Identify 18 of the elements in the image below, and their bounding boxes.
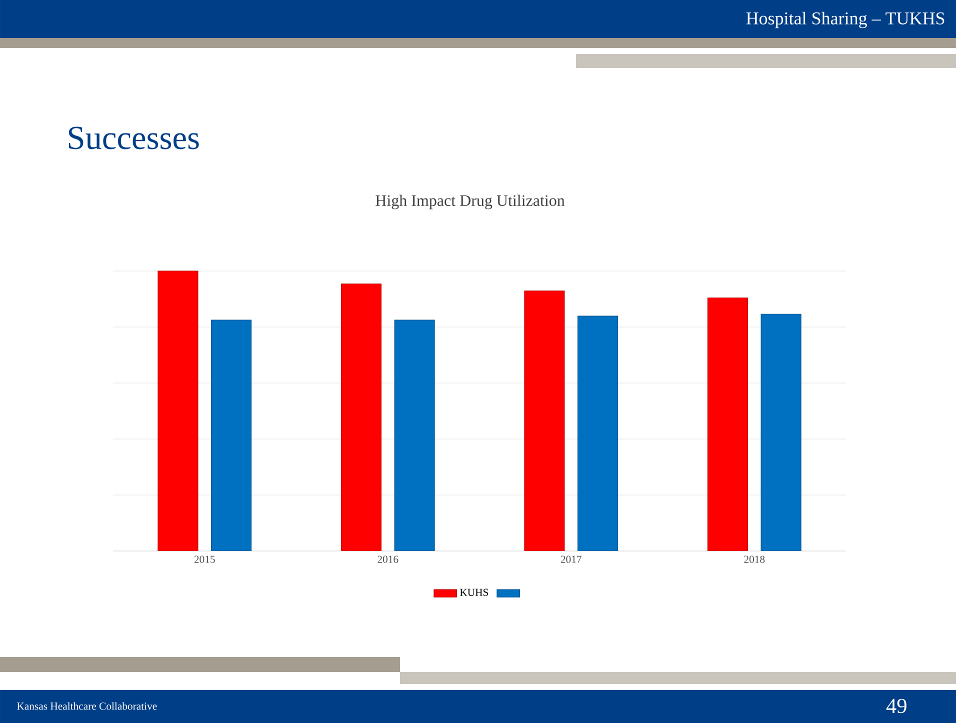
text: 49 xyxy=(886,698,906,714)
x-tick-label: 2016 xyxy=(378,556,398,563)
text: Kansas Healthcare Collaborative xyxy=(17,702,157,710)
text: Hospital Sharing – TUKHS xyxy=(746,12,944,28)
bar xyxy=(707,298,748,551)
text: Successes xyxy=(68,126,199,150)
chart-title: High Impact Drug Utilization xyxy=(376,194,565,210)
bar xyxy=(578,316,618,551)
bar xyxy=(211,320,252,551)
legend-label: KUHS xyxy=(460,588,488,596)
bar xyxy=(524,290,565,551)
x-tick-label: 2017 xyxy=(560,556,582,563)
x-tick-label: 2015 xyxy=(194,556,215,563)
x-tick-label: 2018 xyxy=(744,556,765,563)
bar xyxy=(394,320,435,551)
bar xyxy=(158,270,198,551)
bar xyxy=(340,284,382,551)
bar xyxy=(760,314,802,551)
